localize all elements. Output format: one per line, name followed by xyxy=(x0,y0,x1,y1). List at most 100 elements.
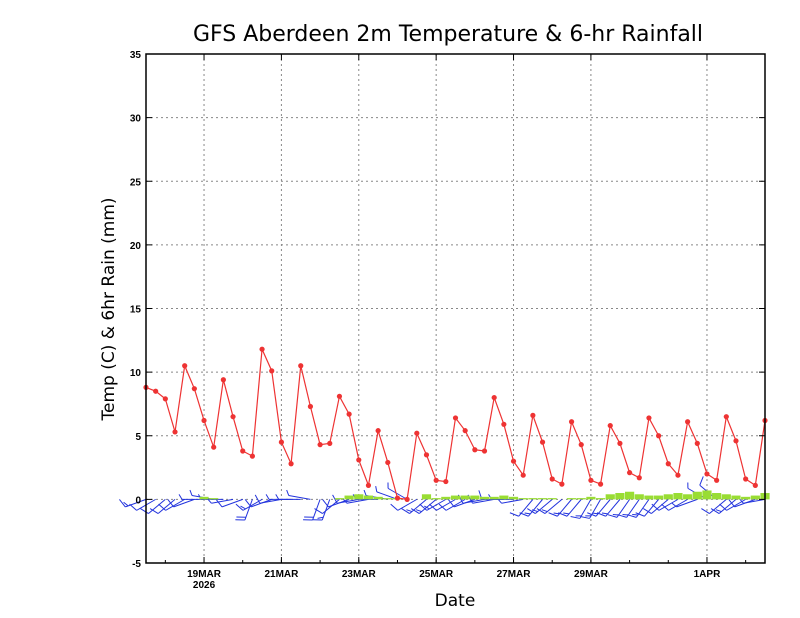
rain-bar xyxy=(692,491,702,500)
x-tick-label: 27MAR xyxy=(497,569,532,580)
temperature-point xyxy=(733,438,739,444)
rain-bar xyxy=(683,494,693,500)
x-tick-label: 19MAR xyxy=(187,569,222,580)
temperature-point xyxy=(472,447,478,453)
rain-bar xyxy=(363,495,374,500)
wind-barb xyxy=(580,499,602,519)
temperature-point xyxy=(172,429,178,435)
rain-bar xyxy=(586,496,596,500)
rain-bar xyxy=(576,498,586,500)
wind-barb xyxy=(158,498,185,511)
temperature-point xyxy=(356,457,362,463)
wind-barb-flag xyxy=(207,498,212,504)
y-tick-label: -5 xyxy=(132,559,141,570)
temperature-point xyxy=(211,444,217,450)
wind-barb-staff xyxy=(635,499,650,518)
y-tick-label: 35 xyxy=(130,50,142,61)
wind-barb xyxy=(235,499,253,521)
temperature-point xyxy=(259,346,265,352)
temperature-point xyxy=(240,448,246,454)
wind-barb-flag xyxy=(671,502,677,508)
wind-barb-flag xyxy=(651,503,660,511)
temperature-point xyxy=(327,440,333,446)
temperature-point xyxy=(365,482,372,488)
wind-barb-flag xyxy=(541,509,548,513)
wind-barb-flag xyxy=(415,509,422,513)
wind-barb xyxy=(149,498,176,514)
wind-barb xyxy=(410,498,437,514)
wind-barb-flag xyxy=(563,512,570,515)
wind-barb-flag xyxy=(410,508,420,514)
temperature-point xyxy=(626,470,633,476)
wind-barb-flag xyxy=(719,503,727,511)
wind-barb-flag xyxy=(715,509,722,513)
wind-barb-flag xyxy=(314,508,323,514)
temperature-point xyxy=(443,478,449,485)
temperature-point xyxy=(346,411,352,417)
wind-barb-flag xyxy=(497,498,502,504)
wind-barb-flag xyxy=(265,494,270,500)
wind-barb-staff xyxy=(501,498,524,504)
temperature-point xyxy=(423,452,430,458)
rain-bar xyxy=(383,498,393,500)
grid xyxy=(146,54,765,563)
rain-bar xyxy=(499,495,509,500)
temperature-point xyxy=(307,403,314,410)
wind-barb-staff xyxy=(436,498,456,511)
wind-barb-staff xyxy=(566,499,582,517)
wind-barb xyxy=(419,498,447,511)
wind-barb-staff xyxy=(726,498,746,511)
wind-barb-staff xyxy=(528,499,543,517)
temperature-point xyxy=(317,442,323,448)
wind-barb-staff xyxy=(535,498,553,514)
temperature-point xyxy=(385,459,391,466)
temperature-point xyxy=(452,415,459,421)
rain-bar xyxy=(460,495,470,500)
wind-barb-flag xyxy=(123,501,129,507)
wind-barb-flag xyxy=(728,499,736,508)
wind-barb-flag xyxy=(447,499,455,508)
wind-barb xyxy=(671,498,698,508)
y-tick-label: 25 xyxy=(130,177,142,188)
y-axis-label: Temp (C) & 6hr Rain (mm) xyxy=(99,197,119,421)
temperature-point xyxy=(201,417,207,424)
wind-barb xyxy=(140,498,166,514)
wind-barb xyxy=(167,498,195,508)
temperature-point xyxy=(694,440,700,446)
temperature-point xyxy=(714,477,720,483)
x-tick-label: 23MAR xyxy=(342,569,377,580)
rain-bar xyxy=(615,493,625,500)
wind-barb-flag xyxy=(406,509,413,513)
wind-barb-staff xyxy=(244,499,253,521)
wind-barb-staff xyxy=(397,498,418,511)
wind-barb-staff xyxy=(387,487,408,500)
wind-barb xyxy=(627,499,650,518)
y-tick-label: 10 xyxy=(130,368,142,379)
wind-barb-flag xyxy=(244,499,252,508)
temperature-point xyxy=(752,482,758,488)
temperature-point xyxy=(530,412,536,418)
temperature-point xyxy=(153,388,159,394)
temperature-point xyxy=(230,414,236,420)
temperature-point xyxy=(636,475,642,481)
wind-barb xyxy=(387,482,408,500)
temperature-point xyxy=(559,481,565,487)
wind-barb xyxy=(312,499,331,521)
wind-barb-flag xyxy=(701,508,710,514)
temperature-point xyxy=(220,377,226,383)
wind-barb-flag xyxy=(189,489,193,496)
wind-barb-flag xyxy=(286,489,290,496)
y-tick-label: 20 xyxy=(130,241,142,252)
wind-barb-flag xyxy=(419,503,428,511)
temperature-point xyxy=(578,442,584,448)
wind-barb-flag xyxy=(390,503,399,511)
wind-barb-staff xyxy=(426,498,447,511)
wind-barb-staff xyxy=(125,498,147,508)
wind-barb-flag xyxy=(580,516,590,519)
wind-barb xyxy=(570,499,592,519)
wind-barb-flag xyxy=(739,498,744,504)
wind-barb-staff xyxy=(651,498,669,514)
rain-bar xyxy=(450,495,461,500)
wind-barb-flag xyxy=(140,508,149,514)
temperature-point xyxy=(675,472,681,478)
